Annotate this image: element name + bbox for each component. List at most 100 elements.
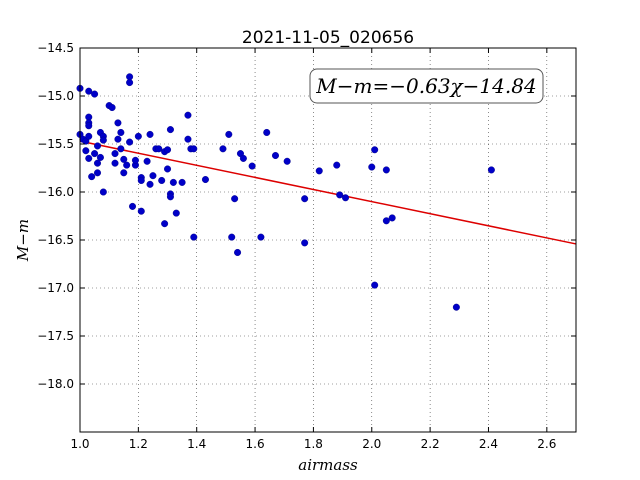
data-point	[120, 155, 128, 163]
data-point	[169, 178, 177, 186]
x-tick-label: 1.6	[246, 437, 265, 451]
y-tick-label: −18.0	[37, 377, 74, 391]
data-point	[371, 146, 379, 154]
data-point	[263, 128, 271, 136]
data-point	[271, 152, 279, 160]
points-group	[76, 73, 495, 311]
data-point	[143, 157, 151, 165]
data-point	[96, 153, 104, 161]
data-point	[201, 176, 209, 184]
data-point	[158, 176, 166, 184]
data-point	[94, 142, 102, 150]
data-point	[99, 136, 107, 144]
data-point	[301, 195, 309, 203]
data-point	[88, 173, 96, 181]
data-point	[111, 159, 119, 167]
data-point	[117, 128, 125, 136]
x-tick-label: 1.4	[187, 437, 206, 451]
y-tick-label: −14.5	[37, 41, 74, 55]
data-point	[111, 150, 119, 158]
x-tick-label: 1.8	[304, 437, 323, 451]
data-point	[85, 154, 93, 162]
annotation-text: M−m=−0.63χ−14.84	[315, 74, 536, 98]
y-tick-label: −17.0	[37, 281, 74, 295]
data-point	[248, 162, 256, 170]
data-point	[225, 130, 233, 138]
data-point	[82, 147, 90, 155]
data-point	[129, 202, 137, 210]
data-point	[190, 233, 198, 241]
data-point	[184, 135, 192, 143]
data-point	[91, 150, 99, 158]
ticks	[79, 47, 576, 432]
data-point	[336, 191, 344, 199]
data-point	[85, 87, 93, 95]
data-point	[178, 178, 186, 186]
data-point	[166, 193, 174, 201]
data-point	[161, 220, 169, 228]
chart-title: 2021-11-05_020656	[242, 28, 414, 48]
fit-annotation: M−m=−0.63χ−14.84	[309, 68, 544, 104]
x-tick-label: 2.2	[421, 437, 440, 451]
y-tick-label: −16.0	[37, 185, 74, 199]
x-tick-label: 1.2	[129, 437, 148, 451]
data-point	[382, 217, 390, 225]
data-point	[131, 156, 139, 164]
x-tick-label: 1.0	[70, 437, 89, 451]
data-point	[301, 239, 309, 247]
data-point	[257, 233, 265, 241]
data-point	[117, 145, 125, 153]
data-point	[91, 90, 99, 98]
data-point	[123, 161, 131, 169]
grid	[79, 47, 576, 432]
data-point	[85, 132, 93, 140]
data-point	[283, 157, 291, 165]
data-point	[94, 169, 102, 177]
data-point	[190, 145, 198, 153]
data-point	[85, 122, 93, 130]
data-point	[164, 165, 172, 173]
data-point	[315, 167, 323, 175]
data-point	[333, 161, 341, 169]
data-point	[231, 195, 239, 203]
data-point	[149, 172, 157, 180]
y-tick-labels: −14.5 −15.0 −15.5 −16.0 −16.5 −17.0 −17.5 −18.0	[37, 41, 74, 391]
y-tick-label: −16.5	[37, 233, 74, 247]
data-point	[342, 194, 350, 202]
data-point	[114, 135, 122, 143]
data-point	[137, 207, 145, 215]
y-tick-label: −15.5	[37, 137, 74, 151]
x-tick-label: 2.6	[537, 437, 556, 451]
data-point	[371, 281, 379, 289]
x-axis-label: airmass	[298, 456, 358, 474]
data-point	[239, 154, 247, 162]
data-point	[172, 209, 180, 217]
data-point	[368, 163, 376, 171]
data-point	[114, 119, 122, 127]
data-point	[146, 130, 154, 138]
data-point	[126, 138, 134, 146]
data-point	[164, 146, 172, 154]
fit-line	[79, 140, 577, 245]
x-tick-labels: 1.0 1.2 1.4 1.6 1.8 2.0 2.2 2.4 2.6	[70, 437, 556, 451]
fit-line-group	[79, 140, 577, 245]
data-point	[99, 188, 107, 196]
data-point	[134, 132, 142, 140]
data-point	[219, 145, 227, 153]
data-point	[155, 145, 163, 153]
data-point	[166, 126, 174, 134]
data-point	[146, 180, 154, 188]
x-tick-label: 2.0	[362, 437, 381, 451]
data-point	[382, 166, 390, 174]
data-point	[120, 169, 128, 177]
data-point	[137, 176, 145, 184]
data-point	[228, 233, 236, 241]
data-point	[184, 111, 192, 119]
data-point	[234, 248, 242, 256]
data-point	[487, 166, 495, 174]
data-point	[126, 79, 134, 87]
annotation-box	[309, 68, 544, 104]
data-point	[388, 214, 396, 222]
y-tick-label: −17.5	[37, 329, 74, 343]
